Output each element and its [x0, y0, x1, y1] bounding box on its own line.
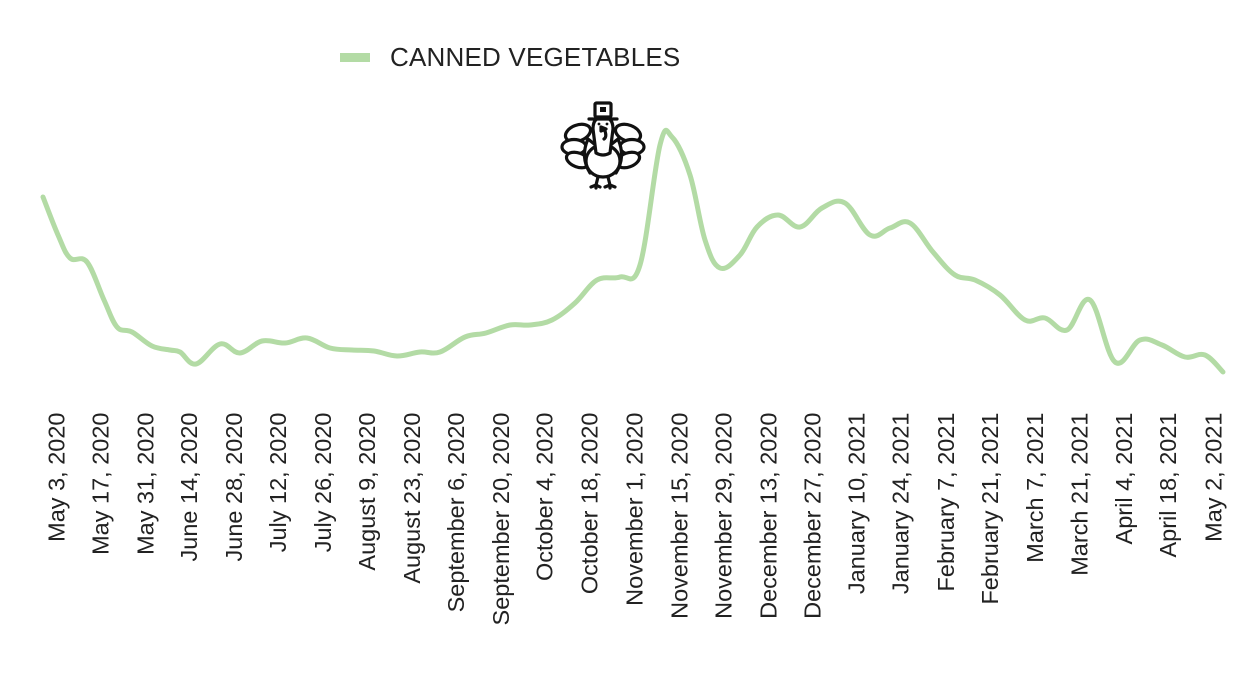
- legend-label: CANNED VEGETABLES: [390, 42, 681, 72]
- legend-swatch: [340, 53, 370, 62]
- turkey-icon: [560, 101, 646, 190]
- series-line-canned-vegetables: [40, 127, 1226, 375]
- legend: CANNED VEGETABLES: [340, 42, 680, 73]
